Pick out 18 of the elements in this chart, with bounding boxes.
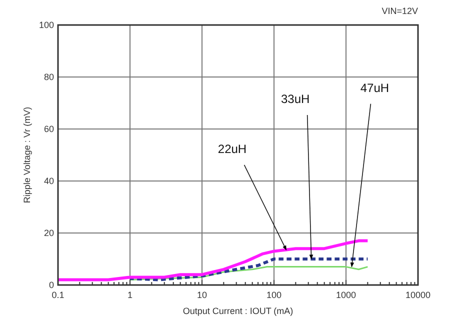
y-tick-label: 20 [44,228,54,238]
y-tick-label: 40 [44,176,54,186]
y-tick-label: 0 [48,280,54,290]
x-axis-title: Output Current : IOUT (mA) [182,306,294,316]
x-tick-label: 1000 [336,290,356,300]
y-tick-label: 100 [38,20,54,30]
chart-title: VIN=12V [382,6,418,16]
y-axis-title: Ripple Voltage : Vr (mV) [22,106,32,204]
annotation: 22uH [218,142,247,156]
x-tick-label: 10 [196,290,208,300]
annotation: 33uH [280,92,310,106]
x-tick-label: 100 [266,290,282,300]
y-tick-label: 60 [44,124,54,134]
annotation: 47uH [360,80,390,95]
y-tick-label: 80 [44,72,54,82]
x-tick-label: 1 [127,290,133,300]
x-tick-label: 0.1 [52,290,64,300]
x-tick-label: 10000 [405,290,431,300]
